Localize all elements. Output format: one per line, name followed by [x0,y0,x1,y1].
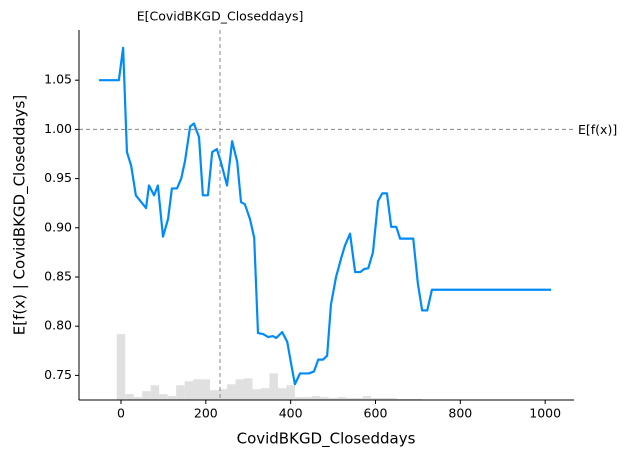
histogram-bar [184,381,194,400]
x-tick-label: 600 [364,406,388,421]
histogram-bar [286,385,295,400]
histogram-bar [167,396,177,400]
histogram-bar [133,397,143,400]
histogram-bar [379,398,389,400]
histogram-bar [218,389,228,400]
data-line [98,46,552,386]
x-axis-label: CovidBKGD_Closeddays [237,430,416,449]
x-tick-label: 200 [194,406,218,421]
histogram-bar [201,379,211,400]
histogram-bar [320,397,329,400]
histogram-bar [159,394,168,400]
y-tick-label: 0.95 [44,170,72,185]
histogram-bar [252,389,261,400]
histogram-bar [150,385,160,400]
x-tick-label: 1000 [529,406,561,421]
y-tick-label: 0.75 [44,367,72,382]
histogram-bar [311,396,321,400]
histogram-bar [210,390,219,400]
histogram-bar [235,379,244,400]
histogram-bar [227,384,236,400]
y-tick-label: 0.85 [44,268,72,283]
histogram-bar [244,378,253,400]
histogram-bar [142,391,151,400]
histogram-bar [176,385,185,400]
histogram-bar [125,394,134,400]
reference-label-x: E[CovidBKGD_Closeddays] [137,9,304,24]
y-tick-label: 0.80 [44,318,72,333]
histogram-bar [337,397,346,400]
reference-label-y: E[f(x)] [578,122,617,137]
y-tick-label: 0.90 [44,219,72,234]
histogram-bar [260,388,270,400]
histogram-bar [328,398,338,400]
histogram-bar [269,373,278,400]
histogram-bar [345,398,355,400]
histogram-bar [193,379,202,400]
histogram-bar [303,397,312,400]
histogram-bar [388,398,397,400]
histogram-bar [371,398,380,400]
y-tick-label: 1.00 [44,121,72,136]
x-tick-label: 0 [117,406,125,421]
histogram-bar [362,396,372,400]
y-axis-label: E[f(x) | CovidBKGD_Closeddays] [11,95,30,335]
histogram-bar [116,334,126,400]
histogram-bar [354,398,363,400]
histogram-bar [294,397,304,400]
x-tick-label: 400 [279,406,303,421]
x-tick-label: 800 [448,406,472,421]
histogram-bar [277,388,287,400]
y-tick-label: 1.05 [44,72,72,87]
